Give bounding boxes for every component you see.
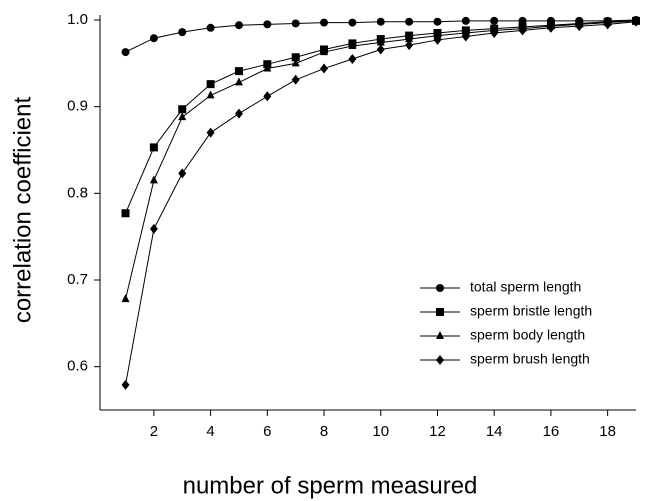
marker [178, 112, 187, 121]
x-tick-label: 18 [599, 423, 616, 440]
marker [461, 31, 470, 42]
legend-marker [436, 355, 444, 365]
marker [234, 21, 243, 30]
marker [263, 63, 272, 72]
marker [405, 17, 414, 26]
legend-label: sperm brush length [470, 351, 590, 367]
marker [348, 41, 357, 49]
marker [121, 48, 130, 57]
marker [376, 17, 385, 26]
marker [490, 16, 499, 25]
marker [376, 37, 385, 46]
marker [632, 16, 640, 27]
marker [121, 294, 130, 303]
y-tick-label: 0.6 [67, 358, 88, 375]
legend-marker [436, 284, 444, 292]
marker [121, 379, 130, 390]
x-tick-label: 10 [372, 423, 389, 440]
marker [320, 18, 329, 27]
marker [206, 80, 215, 89]
y-tick-label: 0.9 [67, 98, 88, 115]
marker [320, 63, 329, 74]
marker [263, 20, 272, 29]
y-tick-label: 1.0 [67, 11, 88, 28]
marker [234, 67, 243, 76]
x-tick-label: 4 [206, 423, 214, 440]
legend-label: sperm bristle length [470, 303, 592, 319]
legend-label: total sperm length [470, 279, 581, 295]
marker [149, 223, 158, 234]
marker [178, 28, 187, 37]
marker [433, 30, 442, 39]
marker [518, 16, 527, 25]
marker [320, 47, 329, 56]
marker [149, 34, 158, 43]
marker [603, 19, 612, 30]
marker [149, 175, 158, 184]
y-tick-label: 0.7 [67, 271, 88, 288]
y-tick-label: 0.8 [67, 184, 88, 201]
marker [178, 105, 187, 114]
marker [575, 21, 584, 32]
marker [291, 19, 300, 28]
marker [121, 209, 130, 218]
marker [376, 44, 385, 55]
marker [234, 77, 243, 86]
marker [178, 168, 187, 179]
marker [348, 54, 357, 64]
marker [405, 40, 414, 51]
marker [433, 34, 442, 45]
marker [206, 23, 215, 32]
marker [149, 143, 158, 152]
x-tick-label: 6 [263, 423, 271, 440]
legend-marker [436, 331, 444, 339]
legend-label: sperm body length [470, 327, 585, 343]
marker [433, 17, 442, 26]
marker [461, 16, 470, 25]
marker [518, 25, 527, 36]
x-axis-title: number of sperm measured [183, 472, 478, 499]
legend-marker [436, 308, 444, 316]
marker [405, 34, 414, 43]
x-tick-label: 2 [150, 423, 158, 440]
y-axis-title: correlation coefficient [9, 97, 36, 324]
marker [348, 18, 357, 27]
marker [546, 22, 555, 33]
marker [206, 90, 215, 99]
marker [206, 127, 215, 138]
marker [291, 58, 300, 67]
marker [291, 74, 300, 85]
x-tick-label: 16 [543, 423, 560, 440]
x-tick-label: 14 [486, 423, 503, 440]
series-line [125, 20, 637, 300]
marker [291, 53, 300, 62]
x-tick-label: 8 [320, 423, 328, 440]
marker [490, 28, 499, 38]
marker [234, 108, 243, 119]
marker [263, 91, 272, 102]
x-tick-label: 12 [429, 423, 446, 440]
